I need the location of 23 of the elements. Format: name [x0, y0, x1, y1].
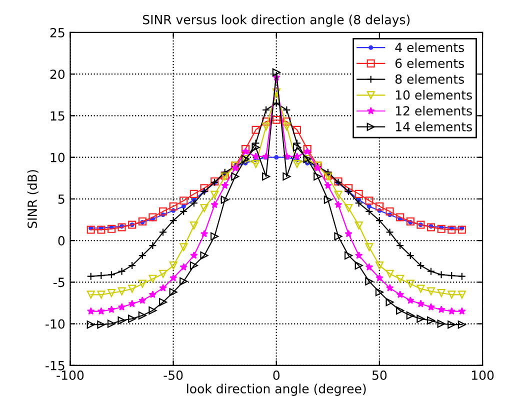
x-tick-label: 100 [472, 370, 494, 380]
x-tick-label: 50 [372, 370, 387, 380]
y-tick-label: 15 [50, 111, 64, 121]
legend-label: 4 elements [395, 42, 464, 52]
y-tick-label: -10 [46, 319, 65, 329]
y-axis-title: SINR (dB) [27, 170, 38, 228]
y-tick-label: -5 [54, 278, 64, 288]
y-tick-label: -15 [46, 361, 64, 370]
legend-label: 6 elements [395, 58, 464, 68]
y-tick-label: 5 [58, 194, 64, 204]
y-tick-label: 25 [50, 28, 64, 38]
y-tick-label: 20 [50, 70, 65, 80]
x-tick-label: -100 [56, 370, 84, 380]
y-tick-label: 10 [50, 152, 65, 162]
legend-label: 8 elements [395, 74, 464, 84]
chart-title: SINR versus look direction angle (8 delays) [142, 14, 410, 27]
x-tick-label: -50 [164, 370, 183, 380]
x-axis-title: look direction angle (degree) [187, 384, 366, 396]
legend-label: 10 elements [396, 90, 472, 100]
x-tick-label: 0 [273, 370, 280, 380]
legend-label: 12 elements [396, 106, 472, 116]
y-tick-label: 0 [58, 236, 65, 246]
legend-label: 14 elements [396, 122, 472, 132]
